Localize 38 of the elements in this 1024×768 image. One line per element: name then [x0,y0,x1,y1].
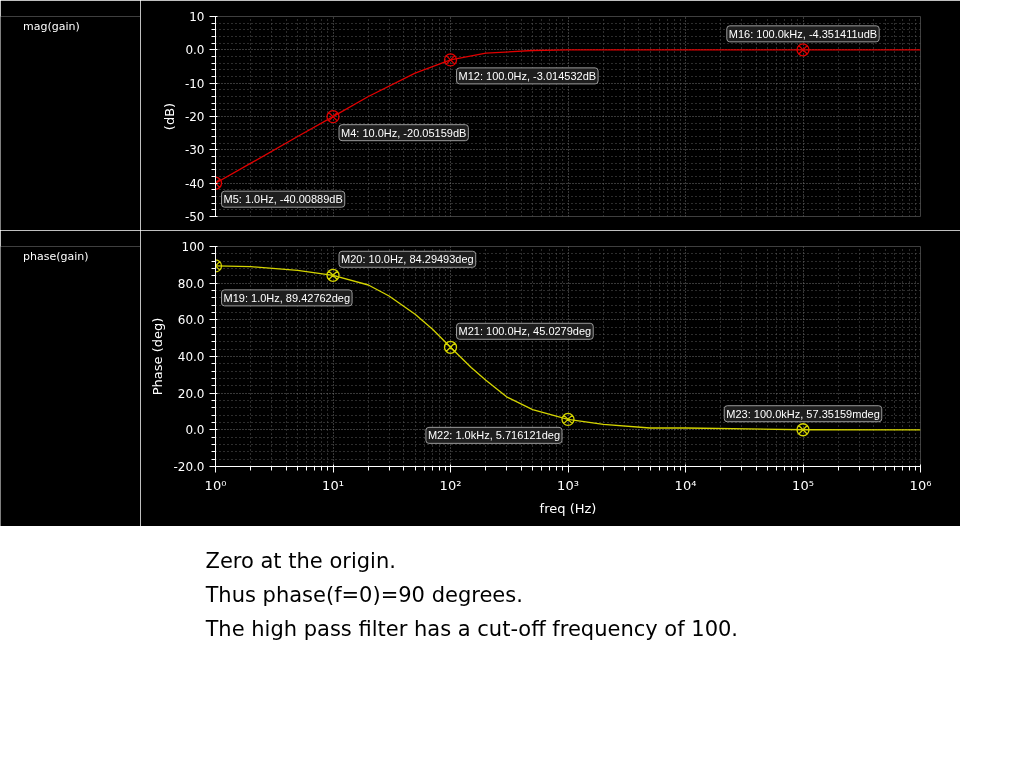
annotation: M22: 1.0kHz, 5.716121deg [427,429,560,442]
annotation: M21: 100.0Hz, 45.0279deg [458,325,592,338]
x-tick-label: 10⁶ [909,477,932,493]
y-axis-title: Phase (deg) [150,317,166,396]
x-tick-label: 10⁰ [204,477,227,493]
x-tick-label: 10² [439,477,462,493]
annotation: M16: 100.0kHz, -4.351411udB [728,27,878,40]
annotation: M19: 1.0Hz, 89.42762deg [223,291,351,304]
y-tick-label: 80.0 [177,276,205,291]
x-tick-label: 10⁴ [674,477,697,493]
text: Zero at the origin. [205,548,396,573]
y-axis-title: (dB) [161,102,177,131]
x-tick-label: 10⁵ [792,477,814,493]
y-tick-label: -50 [184,210,205,224]
text: The high pass filter has a cut-off frequency of 100. [204,616,739,641]
x-tick-label: 10¹ [322,477,344,493]
y-tick-label: 20.0 [177,386,205,401]
annotation: M5: 1.0Hz, -40.00889dB [223,193,343,206]
text: mag(gain) [23,20,80,33]
annotation: M23: 100.0kHz, 57.35159mdeg [726,407,880,420]
x-tick-label: 10³ [557,477,579,493]
y-tick-label: 60.0 [177,313,205,328]
annotation: M12: 100.0Hz, -3.014532dB [458,69,597,82]
y-tick-label: 40.0 [177,350,205,364]
y-tick-label: -10 [184,76,205,91]
text: Thus phase(f=0)=90 degrees. [204,582,523,607]
y-tick-label: -30 [184,143,205,158]
y-tick-label: 0.0 [185,43,205,58]
y-tick-label: -20.0 [173,460,205,474]
y-tick-label: -20 [184,110,205,124]
y-tick-label: 100 [181,240,205,254]
y-tick-label: 0.0 [185,423,205,438]
text: phase(gain) [23,250,89,263]
x-axis-title: freq (Hz) [539,500,597,516]
y-tick-label: -40 [184,176,205,191]
y-tick-label: 10 [189,10,205,24]
annotation: M20: 10.0Hz, 84.29493deg [341,253,474,266]
annotation: M4: 10.0Hz, -20.05159dB [341,126,467,139]
